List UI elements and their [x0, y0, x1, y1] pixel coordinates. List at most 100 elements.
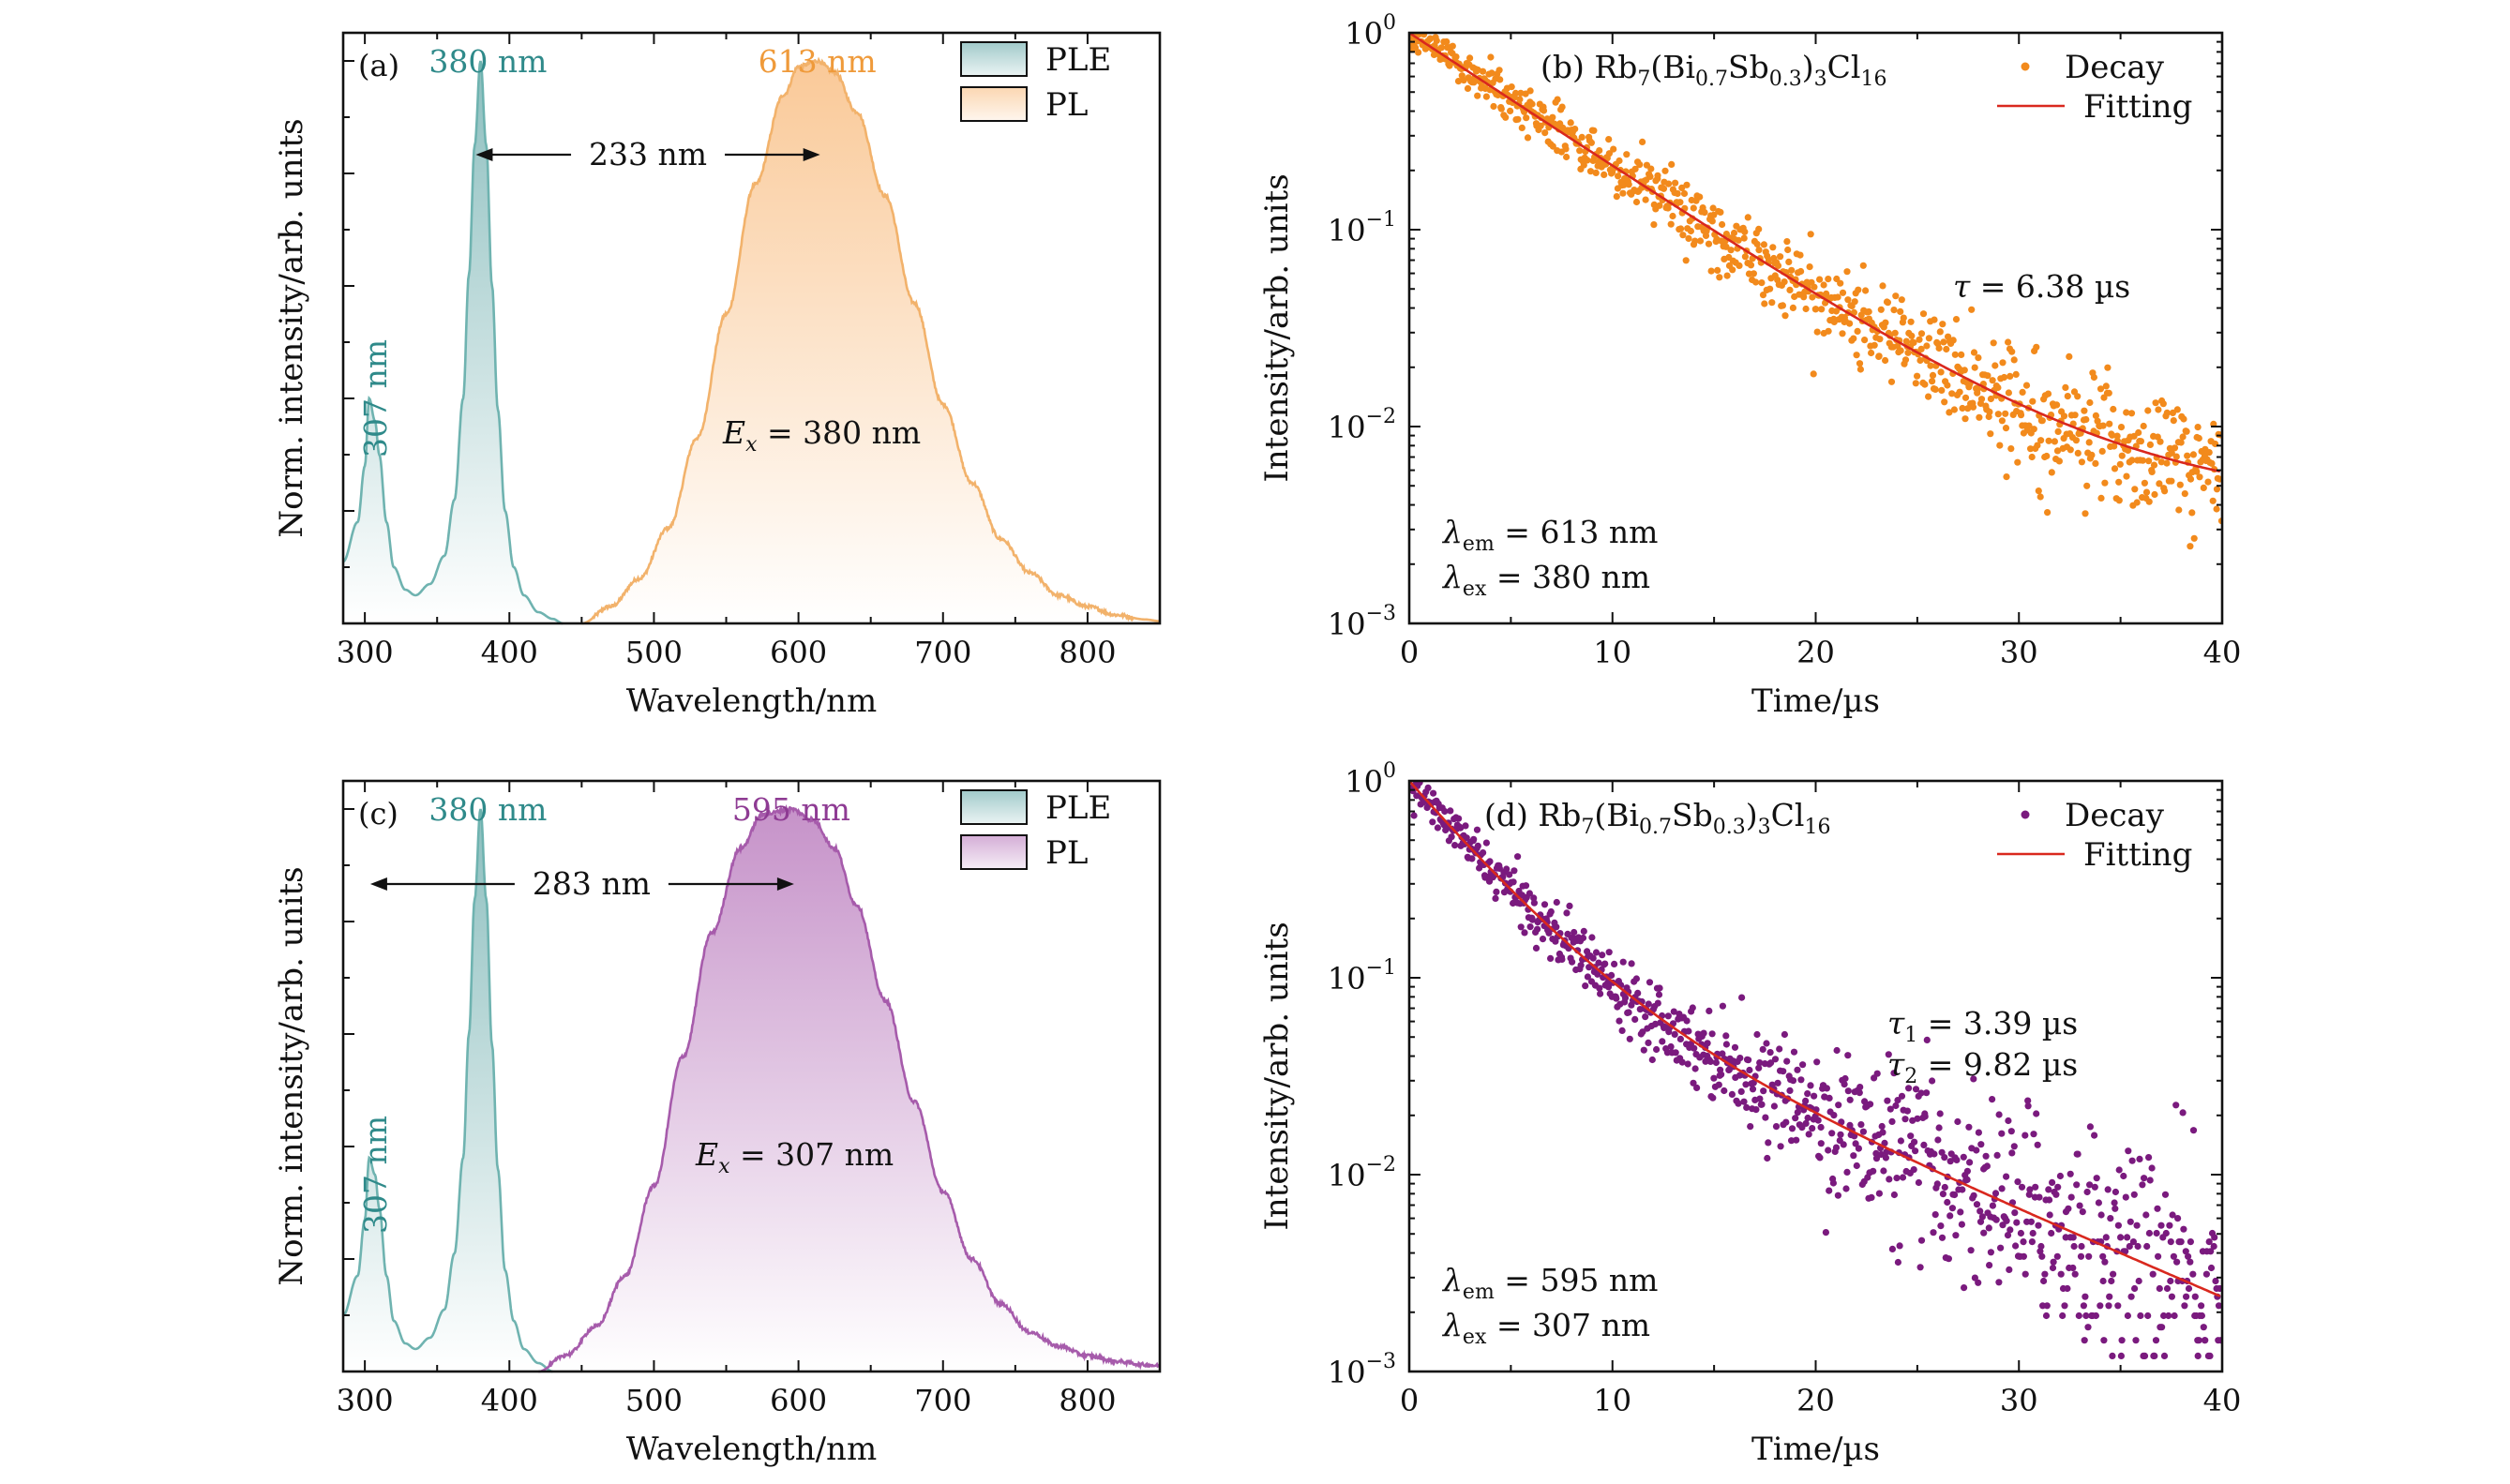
decay-point [1788, 266, 1796, 274]
decay-point [2037, 493, 2044, 501]
decay-point [1973, 1201, 1981, 1208]
decay-point [2060, 412, 2068, 420]
decay-point [1923, 1089, 1931, 1097]
decay-point [2167, 1277, 2174, 1285]
decay-point [1977, 396, 1986, 403]
decay-point [1980, 1229, 1988, 1237]
decay-point [2134, 1242, 2142, 1251]
decay-point [2206, 1352, 2214, 1359]
decay-point [2084, 1324, 2092, 1331]
decay-point [1558, 955, 1566, 963]
decay-point [2097, 1211, 2105, 1219]
decay-point [1983, 1162, 1991, 1170]
decay-point [1608, 971, 1616, 979]
decay-point [2067, 446, 2074, 454]
decay-point [1766, 285, 1774, 292]
decay-point [1632, 198, 1641, 206]
decay-point [1759, 1045, 1766, 1053]
decay-point [1671, 1030, 1678, 1038]
decay-point [2167, 1238, 2174, 1246]
decay-point [1706, 1057, 1714, 1065]
decay-point [1949, 337, 1957, 344]
decay-point [2145, 498, 2153, 505]
decay-point [2170, 1252, 2177, 1260]
decay-point [1410, 812, 1418, 819]
decay-point [2179, 1109, 2187, 1117]
decay-point [1696, 237, 1705, 245]
panel-title: (d) Rb7(Bi0.7Sb0.3)3Cl16 [1484, 797, 1830, 839]
decay-point [1744, 214, 1751, 221]
decay-point [1727, 247, 1735, 254]
decay-point [1812, 306, 1820, 313]
decay-point [2059, 1312, 2067, 1320]
decay-point [1761, 300, 1768, 307]
legend-swatch-pl [960, 86, 1028, 122]
decay-point [1977, 1141, 1985, 1148]
decay-point [1464, 84, 1472, 92]
decay-point [2124, 1234, 2131, 1241]
decay-point [1774, 1079, 1781, 1087]
decay-point [2037, 1242, 2045, 1251]
decay-point [1797, 267, 1805, 276]
decay-point [2054, 1183, 2062, 1191]
y-axis-title: Norm. intensity/arb. units [273, 118, 310, 537]
condition-label: λex = 380 nm [1441, 559, 1650, 601]
decay-point [1974, 385, 1981, 393]
decay-point [1526, 923, 1534, 931]
decay-point [1497, 105, 1505, 112]
decay-point [1747, 262, 1755, 269]
panel-label: (a) [358, 48, 399, 83]
decay-point [2101, 479, 2109, 487]
legend-label: PL [1045, 834, 1088, 872]
decay-point [1931, 1211, 1939, 1219]
decay-point [2148, 468, 2156, 475]
decay-point [1596, 984, 1603, 992]
decay-point [2158, 1324, 2166, 1331]
decay-point [2108, 1277, 2115, 1285]
decay-point [1839, 289, 1847, 296]
decay-point [2004, 1232, 2012, 1239]
decay-point [2195, 1337, 2202, 1344]
decay-point [1912, 380, 1919, 387]
decay-point [2074, 393, 2082, 400]
decay-point [2160, 1312, 2168, 1320]
decay-point [1837, 279, 1844, 287]
decay-point [1908, 332, 1916, 339]
legend-label: Fitting [2083, 88, 2192, 126]
decay-point [1834, 1192, 1841, 1199]
decay-point [1809, 293, 1816, 301]
decay-point [2198, 1302, 2205, 1310]
panel-b: 0 10 20 30 40 100 10−1 10−2 10−3 Time/µs Intensity… [1258, 11, 2241, 720]
decay-point [1738, 994, 1746, 1001]
decay-point [1898, 296, 1905, 304]
decay-point [1945, 1255, 1952, 1263]
decay-point [2035, 1222, 2042, 1229]
decay-point [1998, 417, 2006, 425]
y-axis-title: Intensity/arb. units [1258, 173, 1296, 482]
peak-label: 613 nm [759, 43, 877, 80]
decay-point [1880, 1167, 1887, 1175]
decay-point [1946, 1158, 1954, 1165]
decay-point [1959, 404, 1966, 412]
decay-point [2056, 1172, 2064, 1180]
decay-point [2135, 428, 2142, 437]
decay-point [2139, 457, 2146, 464]
peak-label: 307 nm [357, 1116, 394, 1234]
decay-point [1963, 1167, 1971, 1175]
decay-point [1790, 1048, 1798, 1056]
decay-point [1567, 119, 1574, 127]
decay-point [1830, 1112, 1838, 1119]
decay-point [1588, 934, 1596, 941]
decay-point [1741, 253, 1749, 261]
decay-point [2085, 1252, 2093, 1260]
decay-point [1882, 319, 1889, 326]
decay-point [2195, 434, 2202, 442]
decay-point [2081, 407, 2088, 414]
decay-point [1682, 257, 1690, 264]
decay-point [1970, 349, 1978, 356]
decay-point [1826, 1094, 1833, 1102]
decay-point [1770, 1102, 1778, 1110]
decay-point [1563, 909, 1571, 917]
decay-point [1647, 165, 1655, 172]
